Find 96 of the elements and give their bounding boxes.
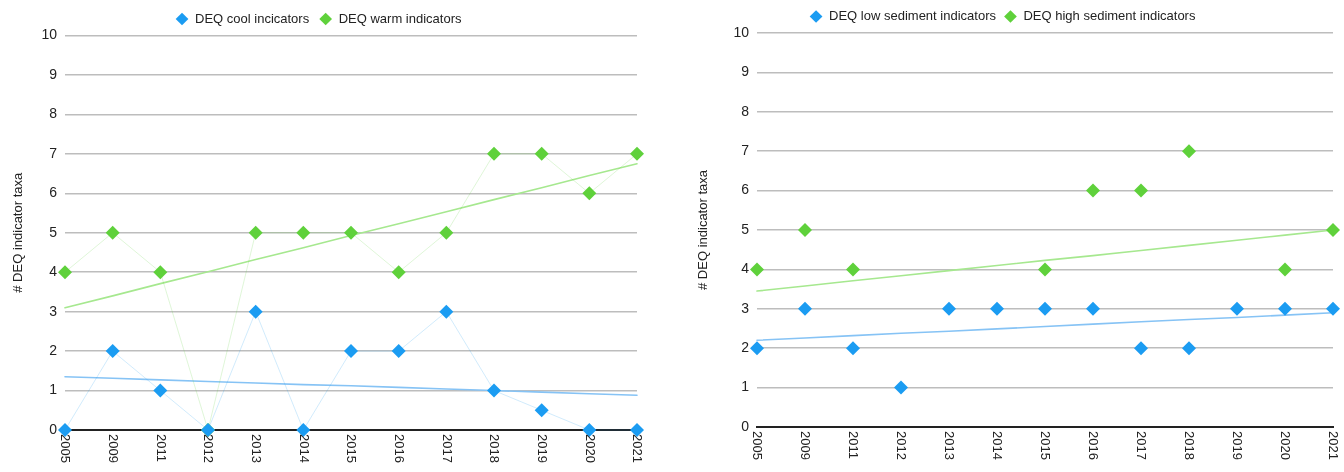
y-tick-label: 7 bbox=[741, 142, 750, 159]
point bbox=[1134, 183, 1148, 198]
y-tick-label: 9 bbox=[49, 65, 58, 82]
x-tick-label: 2019 bbox=[1230, 431, 1246, 460]
y-tick-label: 7 bbox=[49, 144, 58, 161]
y-tick-label: 5 bbox=[49, 223, 58, 240]
x-tick-label: 2017 bbox=[439, 434, 455, 463]
y-tick-label: 1 bbox=[49, 381, 58, 398]
point bbox=[798, 223, 812, 237]
point bbox=[990, 301, 1004, 316]
x-tick-label: 2016 bbox=[392, 434, 408, 463]
point bbox=[487, 146, 501, 161]
y-tick-label: 2 bbox=[741, 339, 750, 356]
x-tick-label: 2009 bbox=[798, 431, 814, 460]
x-tick-label: 2016 bbox=[1086, 431, 1102, 460]
point bbox=[630, 146, 644, 161]
point bbox=[1278, 262, 1292, 277]
y-tick-label: 6 bbox=[49, 184, 58, 201]
y-tick-label: 8 bbox=[49, 105, 58, 122]
x-tick-label: 2014 bbox=[296, 434, 312, 463]
x-tick-label: 2005 bbox=[750, 431, 766, 460]
y-tick-label: 10 bbox=[733, 23, 750, 40]
point bbox=[750, 262, 764, 277]
y-tick-label: 3 bbox=[49, 302, 58, 319]
x-tick-label: 2020 bbox=[1278, 431, 1294, 460]
x-tick-label: 2013 bbox=[249, 434, 265, 463]
point bbox=[846, 262, 860, 277]
y-axis-title: # DEQ indicator taxa bbox=[695, 169, 711, 290]
point bbox=[105, 344, 120, 359]
legend-label: DEQ low sediment indicators bbox=[829, 8, 997, 24]
x-tick-label: 2019 bbox=[535, 434, 551, 463]
point bbox=[1182, 144, 1196, 159]
point bbox=[1134, 341, 1148, 356]
point bbox=[1326, 301, 1340, 316]
point bbox=[248, 304, 263, 319]
x-tick-label: 2011 bbox=[153, 434, 169, 462]
point bbox=[846, 341, 860, 356]
y-tick-label: 4 bbox=[49, 263, 58, 280]
x-tick-label: 2017 bbox=[1134, 431, 1150, 460]
x-tick-label: 2005 bbox=[58, 434, 74, 463]
y-tick-label: 1 bbox=[741, 378, 750, 395]
x-tick-label: 2015 bbox=[1038, 431, 1054, 460]
y-tick-label: 3 bbox=[741, 299, 750, 316]
y-axis-title: # DEQ indicator taxa bbox=[10, 172, 26, 293]
point bbox=[1086, 183, 1100, 198]
point bbox=[534, 146, 549, 161]
x-tick-label: 2021 bbox=[630, 434, 646, 463]
x-tick-label: 2021 bbox=[1326, 431, 1342, 460]
point bbox=[582, 186, 597, 201]
legend-label: DEQ warm indicators bbox=[338, 10, 462, 26]
y-tick-label: 9 bbox=[741, 63, 750, 80]
legend-label: DEQ cool incicators bbox=[195, 10, 310, 26]
point bbox=[344, 225, 358, 240]
point bbox=[487, 383, 501, 398]
point bbox=[798, 301, 812, 316]
point bbox=[105, 225, 120, 240]
x-tick-label: 2018 bbox=[1182, 431, 1198, 460]
point bbox=[296, 225, 311, 240]
point bbox=[153, 265, 168, 280]
y-tick-label: 5 bbox=[741, 220, 750, 237]
y-tick-label: 4 bbox=[741, 260, 750, 277]
legend-label: DEQ high sediment indicators bbox=[1023, 8, 1196, 24]
x-tick-label: 2020 bbox=[582, 434, 598, 463]
x-tick-label: 2011 bbox=[846, 431, 862, 459]
point bbox=[439, 225, 454, 240]
point bbox=[1038, 301, 1052, 316]
x-tick-label: 2014 bbox=[990, 431, 1006, 460]
point bbox=[1182, 341, 1196, 356]
y-tick-label: 8 bbox=[741, 102, 750, 119]
x-tick-label: 2013 bbox=[942, 431, 958, 460]
point bbox=[1326, 223, 1340, 237]
point bbox=[1038, 262, 1052, 277]
point bbox=[439, 304, 454, 319]
point bbox=[58, 265, 72, 280]
point bbox=[153, 383, 168, 398]
y-tick-label: 0 bbox=[49, 420, 58, 437]
y-tick-label: 2 bbox=[49, 341, 58, 358]
point bbox=[391, 344, 406, 359]
y-tick-label: 6 bbox=[741, 181, 750, 198]
point bbox=[534, 403, 549, 418]
point bbox=[942, 301, 956, 316]
x-tick-label: 2009 bbox=[106, 434, 122, 463]
y-tick-label: 0 bbox=[741, 417, 750, 434]
x-tick-label: 2015 bbox=[344, 434, 360, 463]
point bbox=[1230, 301, 1244, 316]
x-tick-label: 2012 bbox=[894, 431, 910, 460]
point bbox=[750, 341, 764, 356]
x-tick-label: 2012 bbox=[201, 434, 217, 463]
x-tick-label: 2018 bbox=[487, 434, 503, 463]
point bbox=[344, 344, 358, 359]
y-tick-label: 10 bbox=[41, 26, 58, 43]
point bbox=[248, 225, 263, 240]
point bbox=[391, 265, 406, 280]
point bbox=[894, 380, 908, 395]
point bbox=[1278, 301, 1292, 316]
point bbox=[1086, 301, 1100, 316]
